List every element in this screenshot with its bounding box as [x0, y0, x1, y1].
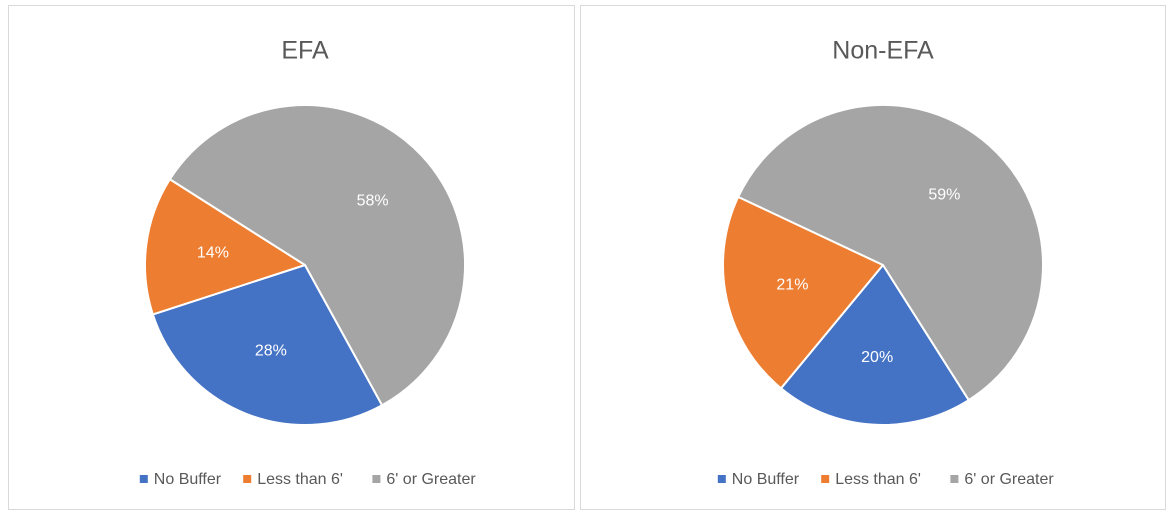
- pie-slice: [736, 104, 1044, 402]
- chart-title: EFA: [281, 37, 329, 65]
- data-label: 28%: [255, 343, 287, 360]
- pie-slice: [168, 104, 466, 407]
- legend-label: Less than 6': [835, 471, 921, 488]
- pie-slice: [144, 177, 308, 316]
- legend-swatch: [717, 475, 726, 483]
- legend-label: 6' or Greater: [386, 471, 476, 488]
- data-label: 14%: [197, 245, 229, 262]
- data-label: 20%: [861, 349, 893, 366]
- data-label: 59%: [928, 187, 960, 204]
- legend-swatch: [821, 475, 830, 483]
- legend-swatch: [139, 475, 148, 483]
- pie-slice: [722, 195, 885, 390]
- data-label: 21%: [776, 276, 808, 293]
- pie-slice: [779, 263, 971, 426]
- legend-label: Less than 6': [257, 471, 343, 488]
- legend-swatch: [243, 475, 252, 483]
- legend-swatch: [950, 475, 959, 483]
- pie-slice: [151, 263, 384, 426]
- chart-title: Non-EFA: [832, 37, 934, 65]
- legend-label: 6' or Greater: [964, 471, 1054, 488]
- legend-swatch: [372, 475, 381, 483]
- legend-label: No Buffer: [154, 471, 222, 488]
- data-label: 58%: [357, 193, 389, 210]
- legend-label: No Buffer: [732, 471, 800, 488]
